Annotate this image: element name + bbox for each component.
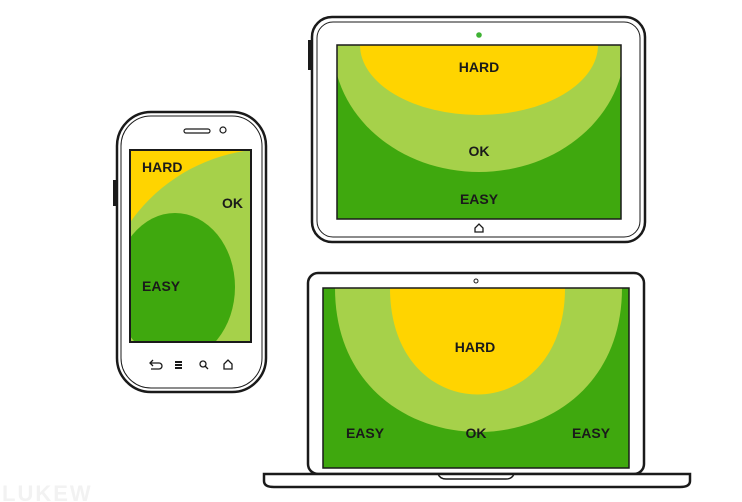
tablet-screen-border	[336, 44, 622, 220]
phone-screen	[130, 150, 251, 342]
laptop-trackpad-notch	[437, 473, 515, 480]
tablet-side-button	[308, 40, 312, 70]
laptop-base	[262, 472, 692, 489]
search-icon	[199, 360, 209, 370]
laptop-screen-border	[322, 287, 630, 469]
laptop-screen	[323, 288, 629, 468]
menu-icon	[175, 361, 182, 369]
phone-device: HARD OK EASY	[113, 110, 268, 394]
tablet-label-ok: OK	[469, 143, 490, 159]
phone-side-button	[113, 180, 117, 206]
laptop-camera	[473, 278, 479, 284]
phone-inner-rim	[120, 115, 263, 389]
phone-screen-border	[129, 149, 252, 343]
phone-label-ok: OK	[222, 195, 243, 211]
laptop-label-easy-left: EASY	[346, 425, 385, 441]
tablet-zone-hard	[360, 45, 598, 115]
phone-zone-easy	[130, 213, 235, 342]
laptop-label-easy-right: EASY	[572, 425, 611, 441]
tablet-inner-rim	[316, 21, 641, 238]
watermark: LUKEW	[2, 481, 93, 502]
phone-speaker	[183, 128, 211, 134]
home-icon	[223, 359, 233, 370]
laptop-label-ok: OK	[466, 425, 487, 441]
tablet-label-hard: HARD	[459, 59, 499, 75]
tablet-screen	[337, 45, 621, 219]
tablet-camera-led	[476, 32, 482, 38]
back-icon	[149, 359, 163, 370]
laptop-device: HARD OK EASY EASY	[262, 271, 692, 489]
tablet-label-easy: EASY	[460, 191, 499, 207]
home-icon	[474, 223, 484, 233]
tablet-device: HARD OK EASY	[308, 15, 647, 244]
laptop-zone-hard	[390, 288, 565, 395]
phone-camera	[219, 126, 227, 134]
laptop-label-hard: HARD	[455, 339, 495, 355]
phone-label-easy: EASY	[142, 278, 181, 294]
phone-label-hard: HARD	[142, 159, 182, 175]
